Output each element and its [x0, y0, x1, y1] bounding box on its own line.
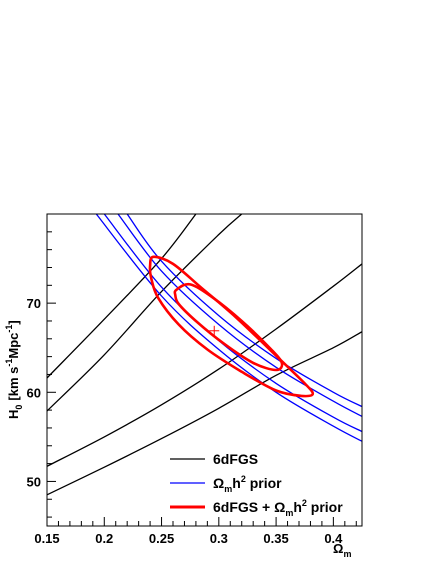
legend-prior-base: Ω	[213, 475, 224, 491]
combined-contour-2-sigma	[148, 255, 315, 398]
x-tick-label: 0.3	[210, 531, 228, 546]
y-axis-title-unit2: Mpc	[6, 333, 21, 359]
6dfgs-line-1	[47, 214, 243, 412]
x-tick-label: 0.35	[263, 531, 288, 546]
6dfgs-line-2	[47, 263, 362, 467]
y-tick-label: 50	[27, 474, 41, 489]
y-axis-title-sub: 0	[14, 405, 24, 410]
x-tick-label: 0.2	[95, 531, 113, 546]
legend-prior-sub: m	[224, 484, 232, 494]
legend-combined-prefix: 6dFGS +	[213, 499, 274, 515]
legend-prior-rest: h	[232, 475, 241, 491]
legend: 6dFGS Ωmh2 prior 6dFGS + Ωmh2 prior	[170, 451, 343, 518]
6dfgs-line-3	[47, 331, 362, 496]
tick-layer	[46, 213, 357, 526]
x-axis-title-base: Ω	[333, 541, 343, 556]
x-tick-label: 0.15	[34, 531, 59, 546]
y-tick-label: 70	[27, 296, 41, 311]
legend-combined-base: Ω	[274, 499, 285, 515]
legend-prior-sup: 2	[241, 474, 246, 484]
y-axis-title-base: H	[6, 410, 21, 419]
legend-label-combined: 6dFGS + Ωmh2 prior	[213, 498, 343, 518]
legend-label-prior: Ωmh2 prior	[213, 474, 282, 494]
legend-combined-tail: prior	[307, 499, 343, 515]
x-axis-title: Ωm	[333, 541, 351, 559]
y-axis-title-close: ]	[6, 320, 21, 324]
tick-label-layer: 0.15 0.2 0.25 0.3 0.35 0.4 50 60 70	[27, 296, 344, 546]
y-axis-title-sup1: -1	[4, 359, 14, 367]
6dfgs-line-0	[47, 214, 197, 379]
prior-line-4	[95, 214, 362, 442]
legend-label-6dfgs: 6dFGS	[213, 451, 258, 467]
y-tick-label: 60	[27, 385, 41, 400]
x-tick-label: 0.4	[324, 531, 343, 546]
marker-layer	[209, 325, 220, 336]
legend-combined-sub: m	[285, 508, 293, 518]
best-fit-marker	[209, 325, 220, 336]
prior-line-6	[117, 214, 362, 417]
y-axis-title-unit: [km s	[6, 367, 21, 401]
legend-combined-sup: 2	[302, 498, 307, 508]
legend-combined-rest: h	[293, 499, 302, 515]
x-tick-label: 0.25	[149, 531, 174, 546]
y-axis-title-sup2: -1	[4, 325, 14, 333]
prior-line-7	[126, 214, 362, 408]
x-axis-title-sub: m	[343, 549, 351, 559]
plot-frame	[46, 213, 363, 527]
legend-prior-tail: prior	[246, 475, 282, 491]
y-axis-title: H0[km s-1Mpc-1]	[4, 320, 24, 419]
data-layer	[47, 214, 362, 496]
